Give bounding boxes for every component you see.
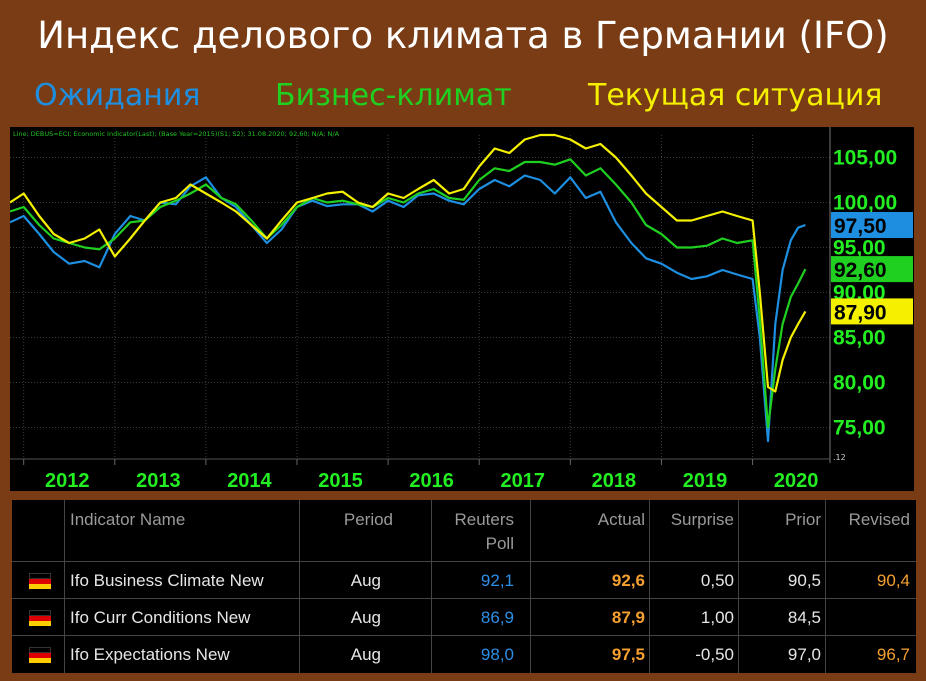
x-tick-label: 2017 [501,470,546,491]
corner-label: .12 [833,453,846,462]
header-actual[interactable]: Actual [597,510,645,529]
x-tick-label: 2018 [592,470,637,491]
x-tick-label: 2015 [318,470,363,491]
indicator-table: Indicator Name Period Reuters Poll Actua… [12,500,916,673]
x-tick-label: 2013 [136,470,181,491]
indicator-name: Ifo Business Climate New [70,571,264,590]
actual-value: 97,5 [611,645,645,664]
period-value: Aug [350,608,381,627]
y-tick-label: 105,00 [833,147,897,170]
prior-value: 97,0 [787,645,821,664]
revised-value: 96,7 [876,645,910,664]
indicator-name: Ifo Curr Conditions New [70,608,251,627]
line-chart: Line; DEBUS=ECI; Economic Indicator(Last… [10,127,913,491]
y-tick-label: 95,00 [833,237,886,260]
last-value-label-2: 87,90 [834,301,887,324]
chart-title: Индекс делового климата в Германии (IFO) [37,14,889,57]
actual-value: 87,9 [611,608,645,627]
header-reuters-poll-1[interactable]: Reuters [454,510,514,529]
x-tick-label: 2012 [45,470,90,491]
legend-current-situation: Текущая ситуация [588,78,883,113]
x-tick-label: 2019 [683,470,728,491]
series-line-0 [10,174,806,443]
header-period[interactable]: Period [343,510,393,529]
table-divider [64,500,65,673]
series-line-2 [10,133,807,393]
table-rule [12,561,916,562]
surprise-value: 0,50 [700,571,734,590]
table-divider [431,500,432,673]
table-divider [738,500,739,673]
table-row[interactable]: Ifo Expectations New Aug 98,0 97,5 -0,50… [12,645,916,671]
chart-panel: Line; DEBUS=ECI; Economic Indicator(Last… [10,127,914,491]
header: Индекс делового климата в Германии (IFO)… [0,0,926,126]
table-rule [12,635,916,636]
table-divider [299,500,300,673]
surprise-value: 1,00 [700,608,734,627]
table-rule [12,598,916,599]
germany-flag-icon [29,573,51,589]
header-reuters-poll-2[interactable]: Poll [485,534,514,553]
y-tick-label: 100,00 [833,192,897,215]
prior-value: 90,5 [787,571,821,590]
y-tick-label: 80,00 [833,372,886,395]
last-value-badge-2 [831,298,913,325]
header-surprise[interactable]: Surprise [670,510,734,529]
table-divider [825,500,826,673]
last-value-label-1: 92,60 [834,259,887,282]
poll-value: 98,0 [480,645,514,664]
legend-business-climate: Бизнес-климат [275,78,512,113]
last-value-badge-0 [831,212,913,238]
period-value: Aug [350,645,381,664]
last-value-label-0: 97,50 [834,215,887,238]
y-tick-label: 85,00 [833,327,886,350]
poll-value: 86,9 [480,608,514,627]
x-tick-label: 2016 [409,470,454,491]
table-divider [530,500,531,673]
chart-info-line: Line; DEBUS=ECI; Economic Indicator(Last… [13,130,340,138]
table-row[interactable]: Ifo Curr Conditions New Aug 86,9 87,9 1,… [12,608,916,634]
header-indicator-name[interactable]: Indicator Name [70,510,186,529]
y-tick-label: 75,00 [833,417,886,440]
indicator-name: Ifo Expectations New [70,645,230,664]
x-tick-label: 2020 [774,470,819,491]
germany-flag-icon [29,647,51,663]
revised-value: 90,4 [876,571,910,590]
prior-value: 84,5 [787,608,821,627]
surprise-value: -0,50 [695,645,734,664]
legend-expectations: Ожидания [34,78,201,113]
germany-flag-icon [29,610,51,626]
header-revised[interactable]: Revised [848,510,910,529]
table-row[interactable]: Ifo Business Climate New Aug 92,1 92,6 0… [12,571,916,597]
table-divider [649,500,650,673]
table-header-row: Indicator Name Period Reuters Poll Actua… [12,510,916,560]
header-prior[interactable]: Prior [785,510,821,529]
poll-value: 92,1 [480,571,514,590]
x-tick-label: 2014 [227,470,272,491]
series-line-1 [10,158,807,429]
period-value: Aug [350,571,381,590]
actual-value: 92,6 [611,571,645,590]
last-value-badge-1 [831,256,913,283]
